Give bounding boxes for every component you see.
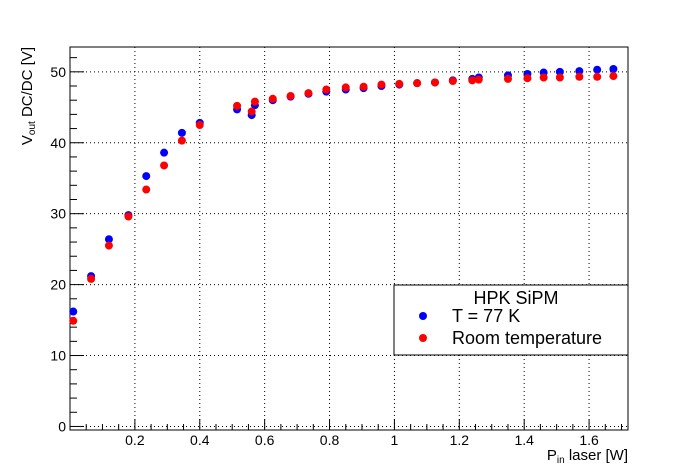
data-point <box>268 94 277 103</box>
series-room-temperature <box>69 72 618 325</box>
data-point <box>413 79 422 88</box>
data-point <box>575 72 584 81</box>
legend-marker <box>419 312 427 320</box>
y-axis-title-sub: out <box>27 121 38 135</box>
data-point <box>593 72 602 81</box>
x-axis-title: Pin laser [W] <box>547 447 628 466</box>
legend-box <box>393 284 629 356</box>
x-axis-title-main: P <box>547 447 557 464</box>
data-point <box>609 72 618 81</box>
data-point <box>448 77 457 86</box>
x-tick-label: 0.6 <box>255 432 275 448</box>
data-point <box>341 83 350 92</box>
data-point <box>322 85 331 94</box>
y-tick-label: 20 <box>50 277 66 293</box>
data-point <box>104 235 113 244</box>
data-point <box>503 74 512 83</box>
data-point <box>377 80 386 89</box>
legend-marker <box>419 334 427 342</box>
y-tick-label: 10 <box>50 348 66 364</box>
data-point <box>247 107 256 116</box>
legend-label: T = 77 K <box>452 306 520 326</box>
data-point <box>142 185 151 194</box>
x-axis-title-rest: laser [W] <box>565 447 628 464</box>
y-tick-label: 50 <box>50 64 66 80</box>
data-point <box>142 172 151 181</box>
data-point <box>555 67 564 76</box>
data-point <box>233 101 242 110</box>
data-points <box>69 64 618 325</box>
data-point <box>395 79 404 88</box>
y-tick-label: 30 <box>50 206 66 222</box>
data-point <box>523 74 532 83</box>
data-point <box>160 161 169 170</box>
data-point <box>304 89 313 98</box>
data-point <box>124 212 133 221</box>
data-point <box>195 121 204 130</box>
y-tick-label: 0 <box>58 418 66 434</box>
data-point <box>286 91 295 100</box>
x-tick-label: 0.2 <box>125 432 145 448</box>
data-point <box>539 73 548 82</box>
legend-title: HPK SiPM <box>473 288 558 308</box>
data-point <box>87 274 96 283</box>
y-axis-title-main: V <box>19 135 36 145</box>
x-tick-label: 0.4 <box>190 432 210 448</box>
data-point <box>160 148 169 157</box>
data-point <box>555 73 564 82</box>
data-point <box>575 67 584 76</box>
data-point <box>430 78 439 87</box>
x-tick-label: 1.6 <box>579 432 599 448</box>
data-point <box>177 128 186 137</box>
x-tick-label: 1.4 <box>514 432 534 448</box>
legend-label: Room temperature <box>452 328 602 348</box>
y-axis-title: Vout DC/DC [V] <box>19 47 38 145</box>
data-point <box>250 97 259 106</box>
x-tick-label: 1.2 <box>450 432 470 448</box>
data-point <box>593 65 602 74</box>
data-point <box>468 76 477 85</box>
plot-frame <box>69 46 629 431</box>
x-tick-label: 1 <box>391 432 399 448</box>
x-axis-title-sub: in <box>557 455 565 466</box>
x-tick-label: 0.8 <box>320 432 340 448</box>
tick-labels: 0.2 0.4 0.6 0.8 1 1.2 1.4 1.6 0 10 20 30 40 50 <box>50 64 599 448</box>
data-point <box>69 307 78 316</box>
data-point <box>359 82 368 91</box>
data-point <box>609 64 618 73</box>
data-point <box>177 136 186 145</box>
data-point <box>69 316 78 325</box>
data-point <box>104 241 113 250</box>
data-point <box>474 75 483 84</box>
axis-ticks <box>70 57 623 430</box>
y-tick-label: 40 <box>50 135 66 151</box>
y-axis-title-rest: DC/DC [V] <box>19 47 36 121</box>
